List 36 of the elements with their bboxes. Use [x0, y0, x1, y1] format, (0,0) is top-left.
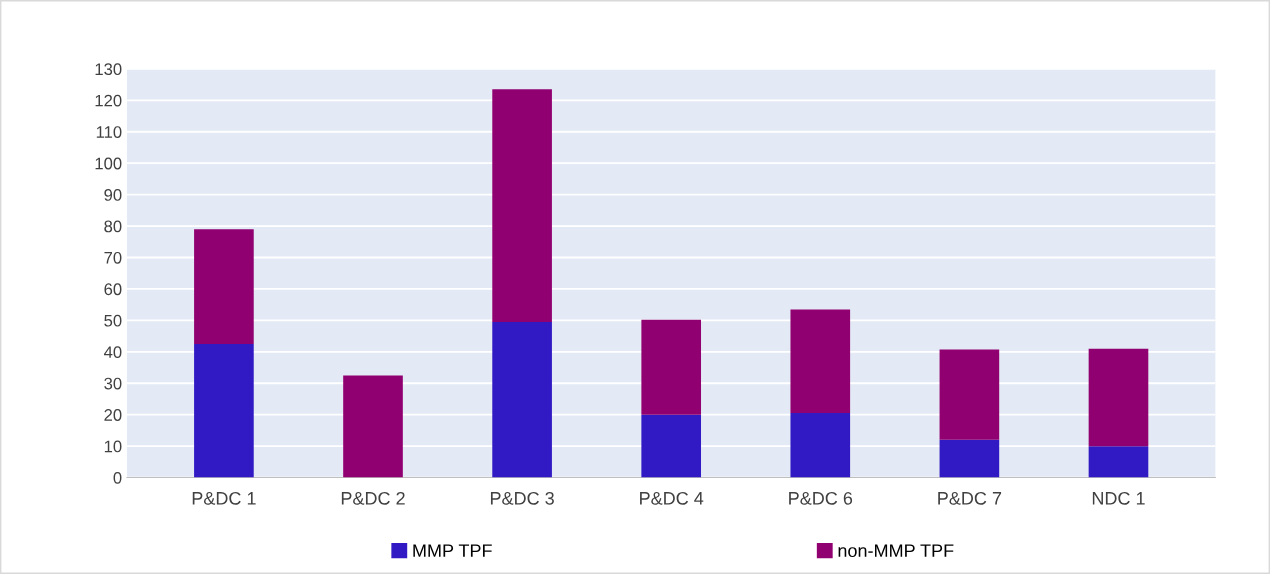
y-tick-label: 50	[104, 314, 122, 327]
bar	[492, 89, 552, 322]
y-tick-label: 30	[104, 377, 122, 390]
y-tick-label: 80	[104, 220, 122, 233]
y-tick-label: 130	[95, 63, 122, 76]
x-tick-label: P&DC 3	[490, 491, 554, 505]
y-tick-label: 100	[95, 157, 122, 170]
y-tick-label: 10	[104, 440, 122, 453]
bar	[343, 375, 403, 478]
bar	[1088, 348, 1149, 447]
x-tick-label: P&DC 1	[192, 491, 256, 505]
y-tick-label: 20	[104, 409, 122, 421]
y-tick-label: 40	[103, 346, 122, 359]
y-tick-label: 110	[96, 126, 122, 138]
bar	[939, 349, 1000, 440]
x-tick-label: P&DC 4	[640, 491, 704, 505]
legend-label: MMP TPF	[413, 544, 492, 557]
x-tick-label: P&DC 6	[789, 491, 853, 505]
x-tick-label: P&DC 7	[938, 491, 1002, 505]
bar	[641, 319, 702, 415]
legend-label: non-MMP TPF	[838, 544, 954, 558]
y-tick-label: 0	[113, 471, 122, 484]
x-tick-label: P&DC 2	[341, 491, 405, 505]
bar	[790, 413, 851, 478]
bar	[641, 414, 702, 478]
bar	[492, 321, 552, 478]
y-tick-label: 90	[104, 189, 122, 201]
bar	[1088, 446, 1149, 478]
y-tick-label: 70	[104, 251, 122, 264]
bar	[939, 439, 1000, 478]
bar	[790, 309, 851, 414]
bar	[194, 229, 254, 344]
x-tick-label: NDC 1	[1092, 491, 1145, 505]
bar	[194, 343, 254, 478]
y-tick-label: 60	[104, 283, 122, 296]
y-tick-label: 120	[95, 94, 122, 107]
